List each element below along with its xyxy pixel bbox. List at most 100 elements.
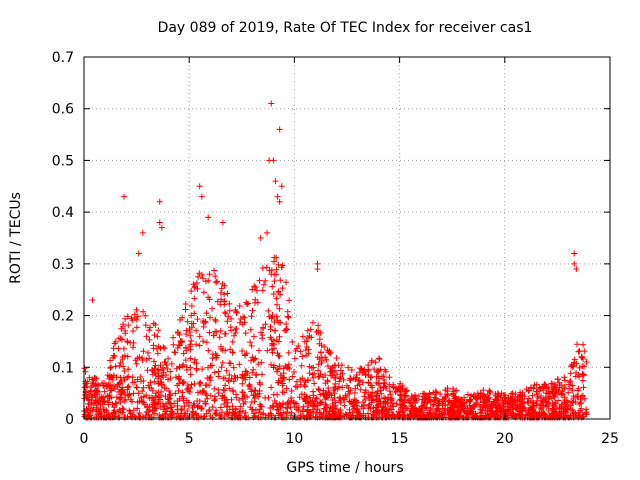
data-point [345, 384, 352, 391]
data-point [122, 396, 129, 403]
data-point [346, 409, 353, 416]
data-point [286, 297, 293, 304]
data-point [117, 359, 124, 366]
data-point [221, 401, 228, 408]
data-point [580, 341, 587, 348]
data-point [216, 334, 223, 341]
data-point [433, 411, 440, 418]
data-point [202, 278, 209, 285]
data-point [101, 397, 108, 404]
data-point [125, 322, 132, 329]
data-point [337, 399, 344, 406]
data-point [88, 401, 95, 408]
data-point [239, 388, 246, 395]
data-point [471, 391, 478, 398]
data-point [315, 367, 322, 374]
data-point [229, 403, 236, 410]
data-point [537, 401, 544, 408]
data-point [296, 394, 303, 401]
data-point [273, 400, 280, 407]
data-point [393, 400, 400, 407]
data-point [180, 361, 187, 368]
data-point [306, 363, 313, 370]
data-point [232, 405, 239, 412]
data-point [124, 338, 131, 345]
data-point [256, 401, 263, 408]
data-point [122, 315, 129, 322]
data-point [377, 387, 384, 394]
data-point [164, 405, 171, 412]
data-point [107, 364, 114, 371]
data-point [174, 382, 181, 389]
data-point [574, 341, 581, 348]
data-point [120, 406, 127, 413]
data-point [545, 407, 552, 414]
data-point [207, 362, 214, 369]
data-point [551, 409, 558, 416]
data-point [278, 183, 285, 190]
data-point [554, 376, 561, 383]
data-point [220, 375, 227, 382]
data-point [404, 396, 411, 403]
data-point [247, 326, 254, 333]
data-point [369, 396, 376, 403]
data-point [288, 387, 295, 394]
data-point [314, 266, 321, 273]
data-point [164, 365, 171, 372]
data-point [386, 409, 393, 416]
data-point [251, 387, 258, 394]
data-point [239, 408, 246, 415]
data-point [199, 405, 206, 412]
data-point [236, 397, 243, 404]
data-point [131, 315, 138, 322]
data-point [81, 384, 88, 391]
data-point [280, 400, 287, 407]
data-point [309, 371, 316, 378]
data-point [151, 410, 158, 417]
data-point [361, 393, 368, 400]
data-point [161, 384, 168, 391]
data-point [373, 397, 380, 404]
data-point [310, 388, 317, 395]
data-point [253, 287, 260, 294]
data-point [365, 395, 372, 402]
data-point [388, 395, 395, 402]
data-point [187, 371, 194, 378]
data-point [149, 367, 156, 374]
data-point [280, 409, 287, 416]
data-point [560, 410, 567, 417]
data-point [315, 373, 322, 380]
y-tick-label: 0.3 [52, 257, 74, 273]
data-point [446, 397, 453, 404]
data-point [413, 406, 420, 413]
x-tick-label: 0 [80, 431, 89, 447]
data-point [279, 262, 286, 269]
data-point [504, 403, 511, 410]
data-point [299, 333, 306, 340]
data-point [337, 412, 344, 419]
data-point [170, 341, 177, 348]
data-point [168, 360, 175, 367]
data-point [134, 399, 141, 406]
data-point [328, 392, 335, 399]
data-point [248, 399, 255, 406]
data-point [307, 326, 314, 333]
data-point [580, 384, 587, 391]
data-point [142, 412, 149, 419]
data-point [255, 361, 262, 368]
data-point [532, 409, 539, 416]
data-point [349, 400, 356, 407]
data-point [374, 392, 381, 399]
data-point [426, 390, 433, 397]
data-point [118, 336, 125, 343]
data-point [551, 402, 558, 409]
data-point [146, 355, 153, 362]
data-point [256, 390, 263, 397]
data-point [273, 295, 280, 302]
data-point [214, 278, 221, 285]
data-point [570, 411, 577, 418]
data-point [389, 383, 396, 390]
data-point [140, 308, 147, 315]
data-point [115, 335, 122, 342]
data-point [425, 396, 432, 403]
